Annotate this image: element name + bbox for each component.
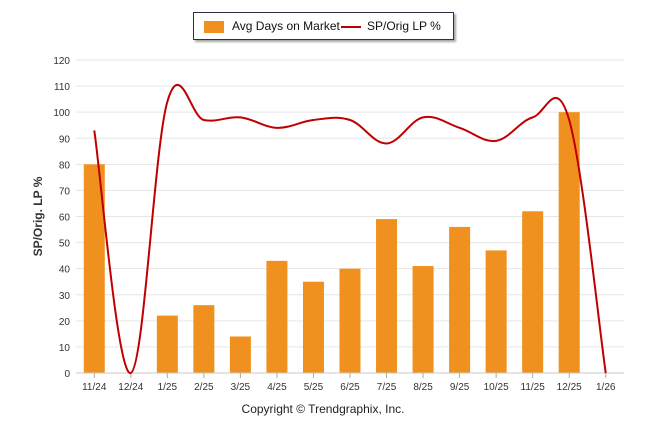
x-tick-label: 12/24 (118, 382, 143, 393)
x-tick-label: 7/25 (377, 382, 397, 393)
y-tick-label: 30 (59, 291, 71, 302)
y-tick-label: 10 (59, 343, 71, 354)
x-tick-label: 3/25 (231, 382, 251, 393)
y-tick-label: 80 (59, 160, 71, 171)
x-tick-label: 11/24 (82, 382, 107, 393)
y-tick-label: 100 (53, 108, 70, 119)
x-tick-label: 2/25 (194, 382, 214, 393)
x-tick-label: 5/25 (304, 382, 324, 393)
bar (302, 281, 324, 373)
x-tick-label: 6/25 (340, 382, 360, 393)
y-tick-label: 60 (59, 213, 71, 224)
bar (83, 164, 105, 373)
bar (266, 260, 288, 373)
bar (558, 112, 580, 374)
legend: Avg Days on Market SP/Orig LP % (193, 12, 454, 40)
y-axis-title: SP/Orig. LP % (31, 176, 45, 256)
y-tick-label: 0 (64, 369, 70, 380)
y-tick-label: 40 (59, 265, 71, 276)
bar (522, 211, 544, 373)
bar (449, 226, 471, 373)
bar (339, 268, 361, 373)
series-line (93, 83, 607, 375)
x-tick-label: 4/25 (267, 382, 287, 393)
legend-line-label: SP/Orig LP % (367, 19, 441, 33)
legend-line-swatch (341, 26, 361, 28)
y-tick-label: 110 (54, 82, 70, 93)
x-tick-label: 9/25 (450, 382, 470, 393)
y-tick-label: 20 (59, 317, 71, 328)
bar (485, 250, 507, 373)
bar (412, 266, 434, 373)
copyright-text: Copyright © Trendgraphix, Inc. (241, 402, 405, 416)
y-tick-label: 70 (59, 186, 71, 197)
x-tick-label: 11/25 (521, 382, 546, 393)
x-tick-label: 1/25 (158, 382, 178, 393)
legend-bar-label: Avg Days on Market (232, 19, 340, 33)
bar (229, 336, 251, 373)
y-tick-label: 120 (53, 56, 70, 67)
bar (376, 219, 398, 373)
x-tick-label: 1/26 (596, 382, 616, 393)
x-tick-label: 10/25 (484, 382, 509, 393)
y-tick-label: 90 (59, 134, 71, 145)
bar (193, 305, 215, 373)
bar (156, 315, 178, 373)
y-tick-label: 50 (59, 239, 71, 250)
legend-bar-swatch (204, 21, 224, 33)
x-tick-label: 12/25 (557, 382, 582, 393)
x-tick-label: 8/25 (413, 382, 433, 393)
